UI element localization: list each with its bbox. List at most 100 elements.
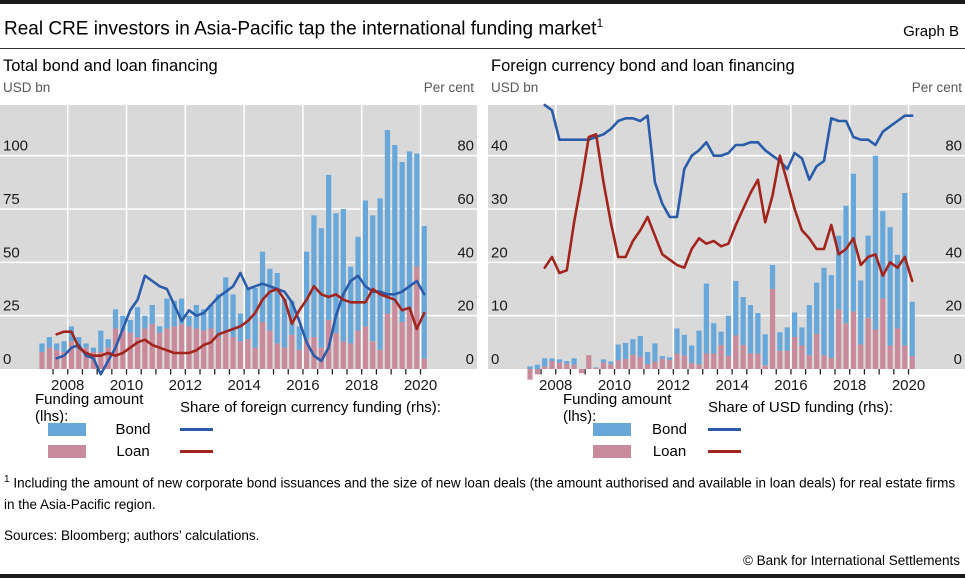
bond-share-line: [543, 104, 914, 219]
loan-bar: [223, 333, 229, 370]
bond-bar: [542, 358, 548, 367]
bond-bar: [46, 337, 52, 348]
loan-bar: [630, 354, 636, 370]
loan-bar: [652, 361, 658, 370]
panel-foreign-currency-financing: Foreign currency bond and loan financing…: [488, 55, 965, 462]
lhs-tick-label: 50: [3, 245, 20, 262]
loan-bar-negative: [534, 369, 540, 375]
bond-bar: [608, 361, 614, 365]
loan-bar: [414, 266, 420, 370]
loan-bar: [245, 339, 251, 370]
bond-bar: [887, 227, 893, 346]
bond-bar: [392, 145, 398, 304]
rhs-unit-label: Per cent: [911, 80, 962, 96]
loan-bar: [865, 318, 871, 370]
loan-bar: [281, 347, 288, 370]
loan-bar: [333, 333, 339, 370]
x-year-labels: 2008 2010 2012 2014 2016 2018 2020: [539, 377, 925, 394]
bond-bar: [289, 301, 295, 336]
loan-label: Loan: [652, 442, 687, 460]
bond-bar: [39, 343, 45, 353]
rhs-tick-label: 20: [945, 298, 962, 315]
x-ticks: [52, 369, 422, 375]
axis-labels: 0 25 50 75 100 0 20 40 60 80: [3, 138, 474, 368]
loan-bar: [267, 330, 273, 370]
loan-bar: [399, 322, 405, 370]
bond-bar: [208, 305, 214, 329]
bond-bar: [549, 358, 555, 362]
loan-bar: [571, 365, 577, 370]
bars-group: [527, 155, 915, 380]
loan-bar: [46, 347, 52, 370]
copyright-notice: © Bank for International Settlements: [742, 553, 960, 568]
footnote-superscript: 1: [4, 474, 10, 486]
lhs-unit-label: USD bn: [491, 80, 539, 96]
loan-bar: [814, 334, 820, 370]
bond-bar: [230, 294, 236, 338]
bond-bar: [843, 206, 849, 324]
loan-bar: [68, 341, 74, 370]
loan-bar: [769, 289, 776, 370]
bond-bar: [784, 327, 790, 352]
loan-bar: [894, 328, 901, 370]
page-title: Real CRE investors in Asia-Pacific tap t…: [4, 16, 603, 40]
year-label: 2018: [833, 377, 866, 394]
bond-bar: [689, 345, 695, 364]
loan-bar: [406, 309, 413, 370]
loan-bar: [872, 329, 879, 370]
loan-bar: [98, 352, 104, 370]
loan-bar: [355, 330, 361, 370]
bond-bar: [652, 343, 658, 362]
header: Real CRE investors in Asia-Pacific tap t…: [0, 4, 965, 50]
rhs-tick-label: 0: [466, 351, 474, 368]
loan-bar: [556, 362, 562, 370]
panel-total-financing: Total bond and loan financing USD bn Per…: [0, 55, 477, 462]
loan-bar: [681, 355, 687, 370]
bond-bar: [600, 359, 607, 363]
loan-bar: [39, 352, 45, 370]
year-label: 2014: [227, 377, 260, 394]
legend-lhs-header: Funding amount (lhs):: [35, 390, 144, 425]
loan-bar: [836, 309, 842, 370]
loan-share-line-swatch: [180, 449, 213, 453]
loan-bar: [296, 350, 302, 370]
loan-bar: [186, 326, 192, 370]
bond-bar: [762, 334, 768, 366]
loan-bar: [142, 328, 148, 370]
rhs-unit-label: Per cent: [423, 80, 474, 96]
loan-bar: [711, 353, 717, 370]
bond-bar: [274, 273, 280, 344]
bond-bar: [76, 337, 82, 351]
legend-rhs-header: Share of USD funding (rhs):: [708, 399, 894, 417]
bond-bar: [799, 327, 805, 346]
loan-bar: [542, 366, 548, 370]
loan-bar: [828, 358, 834, 370]
year-label: 2012: [169, 377, 202, 394]
bond-bar: [142, 315, 148, 329]
bond-bar: [534, 365, 540, 370]
bond-bar: [304, 251, 310, 340]
year-label: 2014: [715, 377, 748, 394]
legend: Funding amount (lhs): Share of foreign c…: [0, 391, 477, 462]
loan-bar-negative: [578, 369, 585, 374]
bond-bar: [836, 235, 842, 310]
loan-bar: [127, 333, 133, 370]
bond-bar: [806, 305, 812, 356]
loan-bar: [887, 345, 893, 370]
bond-share-line-swatch: [708, 427, 741, 431]
bond-bar: [149, 305, 155, 325]
bond-bar: [406, 151, 413, 310]
bond-bar: [355, 237, 361, 331]
bond-bar: [667, 357, 673, 361]
loan-bar: [703, 353, 709, 370]
legend-row-loan: Loan: [0, 440, 477, 462]
bond-bar: [267, 269, 273, 331]
loan-bar: [615, 360, 621, 370]
axis-units-row: USD bn Per cent: [488, 80, 965, 97]
year-label: 2020: [892, 377, 925, 394]
bond-bar: [769, 265, 776, 290]
loan-bar: [608, 364, 614, 370]
loan-bar: [120, 330, 126, 370]
